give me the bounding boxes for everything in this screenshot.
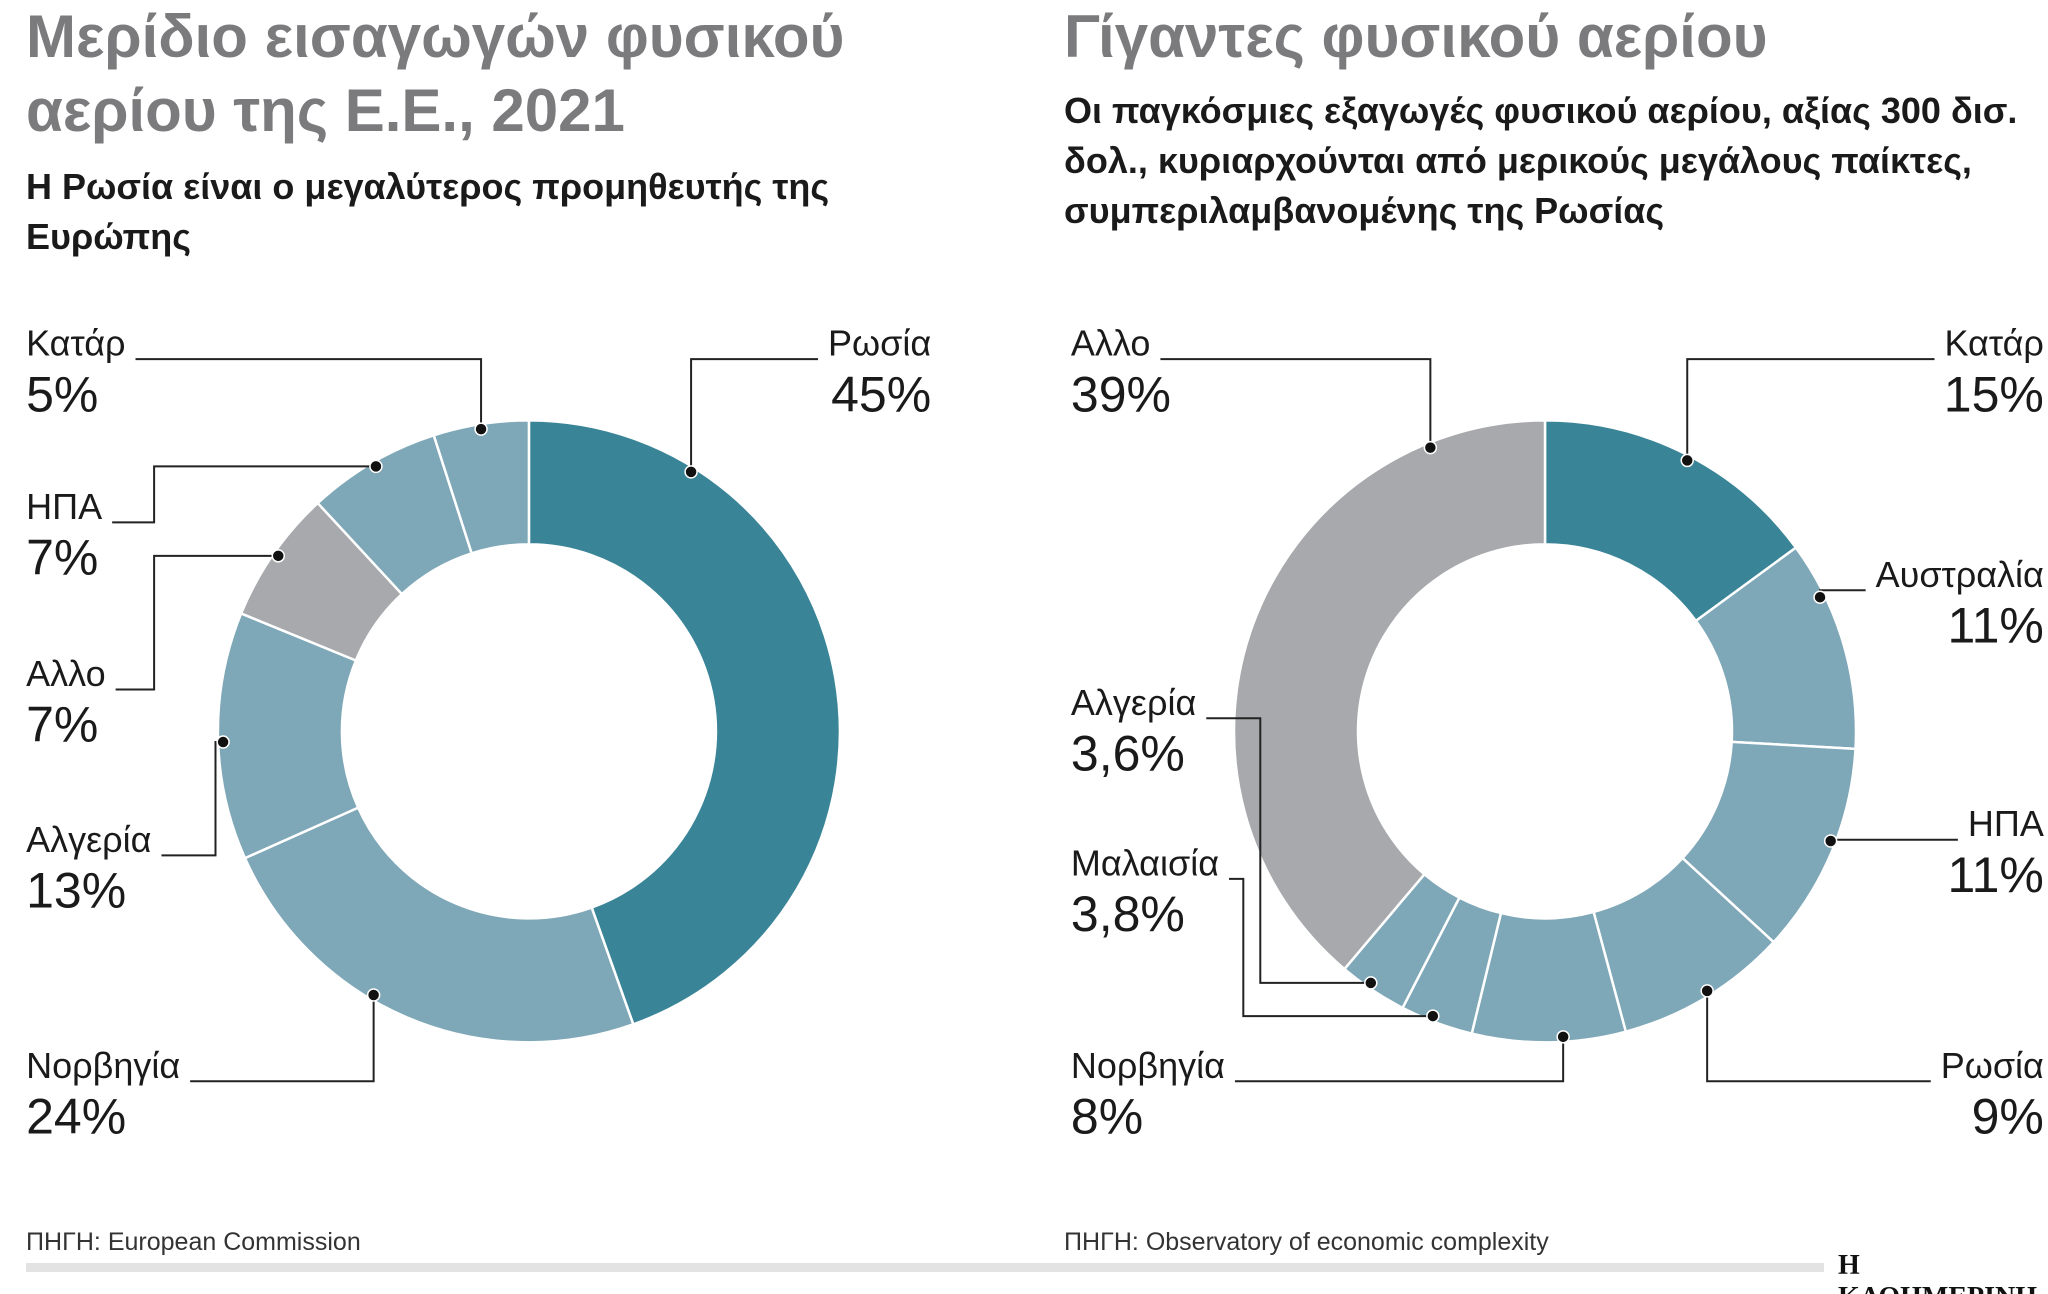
chart-subtitle: Οι παγκόσμιες εξαγωγές φυσικού αερίου, α… bbox=[1064, 90, 2018, 231]
value-label: 9% bbox=[1972, 1089, 2044, 1145]
leader-dot bbox=[369, 459, 383, 474]
value-label: 8% bbox=[1071, 1089, 1143, 1145]
slice-label: Κατάρ bbox=[26, 323, 125, 364]
source: ΠΗΓΗ: European Commission bbox=[26, 1228, 361, 1256]
value-label: 3,8% bbox=[1071, 886, 1185, 942]
leader-line bbox=[1706, 990, 1931, 1083]
slice-label: Αλλο bbox=[1071, 323, 1151, 364]
leader-line bbox=[135, 358, 483, 430]
leader-dot bbox=[216, 735, 230, 749]
slice-label: Αυστραλία bbox=[1876, 554, 2044, 595]
leader-dot bbox=[1823, 834, 1838, 848]
leader-dot bbox=[1426, 1009, 1440, 1023]
leader-line bbox=[161, 741, 224, 857]
value-label: 24% bbox=[26, 1089, 126, 1145]
leader-dot bbox=[684, 465, 698, 479]
value-label: 3,6% bbox=[1071, 725, 1185, 781]
value-label: 11% bbox=[1948, 847, 2044, 903]
donut-slice bbox=[527, 419, 842, 1026]
leader-dot bbox=[1700, 984, 1714, 998]
chart-title: Μερίδιο εισαγωγών φυσικού αερίου της Ε.Ε… bbox=[26, 3, 845, 144]
donut-slice bbox=[1232, 419, 1547, 971]
donut-slice bbox=[432, 419, 531, 555]
leader-line bbox=[1160, 358, 1432, 448]
slice-label: Νορβηγία bbox=[1071, 1045, 1225, 1086]
leader-line bbox=[1686, 358, 1935, 461]
slice-label: Κατάρ bbox=[1944, 323, 2043, 364]
slice-label: Νορβηγία bbox=[26, 1045, 180, 1086]
leader-line bbox=[1229, 877, 1433, 1018]
leader-dot bbox=[271, 549, 286, 563]
leader-line bbox=[1829, 838, 1958, 842]
leader-dot bbox=[1680, 453, 1694, 468]
slice-label: Αλγερία bbox=[1071, 682, 1196, 723]
slice-label: Αλλο bbox=[26, 653, 106, 694]
leader-line bbox=[112, 465, 376, 524]
value-label: 13% bbox=[26, 863, 126, 919]
leader-dot bbox=[1423, 440, 1438, 455]
slice-label: Μαλαισία bbox=[1071, 842, 1219, 883]
slice-label: Αλγερία bbox=[26, 819, 151, 860]
leader-dot bbox=[366, 988, 381, 1002]
slice-label: ΗΠΑ bbox=[1968, 803, 2044, 844]
leader-dot bbox=[474, 422, 488, 436]
value-label: 7% bbox=[26, 697, 98, 753]
slice-label: Ρωσία bbox=[1941, 1045, 2044, 1086]
chart-subtitle: Η Ρωσία είναι ο μεγαλύτερος προμηθευτής … bbox=[26, 166, 830, 257]
leader-dot bbox=[1364, 976, 1378, 990]
leader-dot bbox=[1556, 1030, 1570, 1044]
leader-line bbox=[690, 358, 819, 472]
value-label: 39% bbox=[1071, 366, 1171, 422]
leader-line bbox=[1234, 1036, 1565, 1083]
source: ΠΗΓΗ: Observatory of economic complexity bbox=[1064, 1228, 1549, 1256]
value-label: 11% bbox=[1948, 597, 2044, 653]
value-label: 5% bbox=[26, 366, 98, 422]
leader-line bbox=[190, 995, 375, 1083]
value-label: 15% bbox=[1944, 366, 2044, 422]
slice-label: ΗΠΑ bbox=[26, 486, 102, 527]
donut-slice bbox=[243, 805, 635, 1044]
value-label: 45% bbox=[831, 366, 931, 422]
leader-line bbox=[1206, 717, 1371, 984]
slice-label: Ρωσία bbox=[828, 323, 931, 364]
leader-line bbox=[115, 554, 279, 691]
brand: Η ΚΑΘΗΜΕΡΙΝΗ bbox=[1838, 1250, 2037, 1294]
leader-line bbox=[1819, 589, 1866, 598]
value-label: 7% bbox=[26, 530, 98, 586]
leader-dot bbox=[1813, 590, 1827, 604]
chart-title: Γίγαντες φυσικού αερίου bbox=[1064, 3, 1768, 70]
footer-bar bbox=[26, 1263, 1824, 1272]
